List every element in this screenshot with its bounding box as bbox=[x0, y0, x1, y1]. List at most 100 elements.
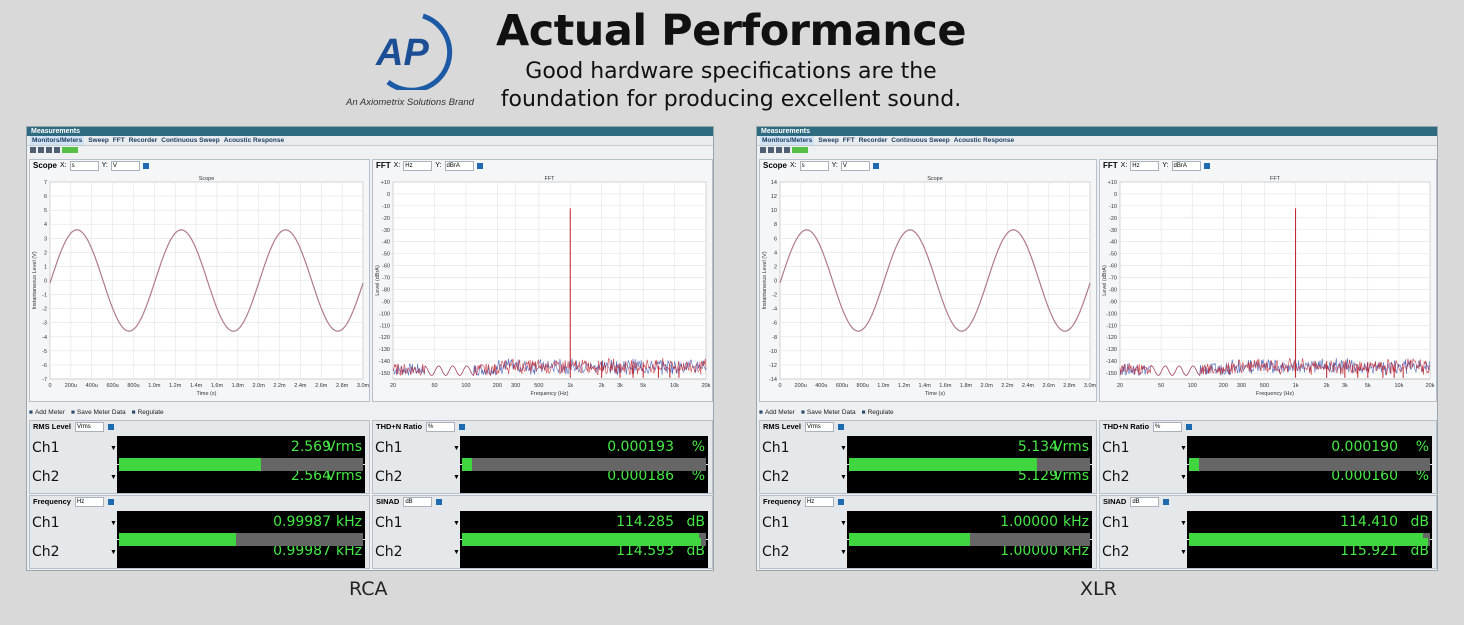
x-tick-label: 2.8m bbox=[1063, 383, 1076, 389]
tab-acoustic-response[interactable]: Acoustic Response bbox=[223, 137, 285, 144]
toggle-icon[interactable] bbox=[62, 147, 78, 153]
settings-icon[interactable] bbox=[107, 424, 114, 430]
meter-sinad: SINAD dB Ch1 ▼ 114.410 dB Ch2 ▼ 115.921 … bbox=[1099, 495, 1437, 569]
toolbar-icon[interactable] bbox=[46, 147, 52, 153]
tab-sweep[interactable]: Sweep bbox=[818, 137, 839, 144]
meter-thd-ch1-bar bbox=[1189, 458, 1430, 466]
chevron-down-icon[interactable]: ▼ bbox=[840, 520, 847, 527]
settings-icon[interactable] bbox=[872, 163, 879, 169]
meter-rms-ch1-row: Ch1 ▼ 5.134 Vrms bbox=[760, 436, 1096, 466]
chevron-down-icon[interactable]: ▼ bbox=[453, 549, 460, 556]
chevron-down-icon[interactable]: ▼ bbox=[110, 549, 117, 556]
meter-sinad-unit-select[interactable]: dB bbox=[1130, 497, 1160, 507]
meter-rms-unit-select[interactable]: Vrms bbox=[804, 422, 834, 432]
chevron-down-icon[interactable]: ▼ bbox=[1180, 549, 1187, 556]
settings-icon[interactable] bbox=[837, 499, 844, 505]
x-tick-label: 600u bbox=[836, 383, 848, 389]
tab-recorder[interactable]: Recorder bbox=[858, 137, 888, 144]
scope-plot-title: Scope bbox=[199, 176, 215, 182]
scope-y-unit-select[interactable]: V bbox=[110, 161, 140, 171]
settings-icon[interactable] bbox=[142, 163, 149, 169]
x-tick-label: 0 bbox=[778, 383, 781, 389]
x-tick-label: 2.4m bbox=[294, 383, 307, 389]
tab-monitors-meters[interactable]: Monitors/Meters bbox=[30, 136, 85, 145]
add-meter-button[interactable]: Add Meter bbox=[29, 408, 65, 418]
subtitle-line-2: foundation for producing excellent sound… bbox=[500, 87, 962, 112]
fft-y-unit-select[interactable]: dBrA bbox=[1171, 161, 1201, 171]
chevron-down-icon[interactable]: ▼ bbox=[453, 474, 460, 481]
x-tick-label: 1.6m bbox=[211, 383, 224, 389]
meter-thd-ch1-display: 0.000190 % bbox=[1187, 436, 1432, 466]
settings-icon[interactable] bbox=[1163, 499, 1170, 505]
x-tick-label: 1.2m bbox=[169, 383, 182, 389]
chevron-down-icon[interactable]: ▼ bbox=[110, 520, 117, 527]
chevron-down-icon[interactable]: ▼ bbox=[453, 520, 460, 527]
settings-icon[interactable] bbox=[1203, 163, 1210, 169]
chevron-down-icon[interactable]: ▼ bbox=[1180, 474, 1187, 481]
meter-freq: Frequency Hz Ch1 ▼ 1.00000 kHz Ch2 ▼ 1.0… bbox=[759, 495, 1097, 569]
channel-label: Ch1 bbox=[1102, 440, 1130, 456]
fft-x-unit-select[interactable]: Hz bbox=[1130, 161, 1160, 171]
meter-thd-unit-select[interactable]: % bbox=[1153, 422, 1183, 432]
regulate-button[interactable]: Regulate bbox=[862, 408, 894, 418]
y-tick-label: -5 bbox=[42, 349, 47, 355]
tab-monitors-meters[interactable]: Monitors/Meters bbox=[760, 136, 815, 145]
chevron-down-icon[interactable]: ▼ bbox=[110, 445, 117, 452]
meter-rms-ch2-display: 2.564 Vrms bbox=[117, 463, 365, 493]
toolbar-icon[interactable] bbox=[768, 147, 774, 153]
fft-noise-ch1-line bbox=[392, 357, 707, 377]
chevron-down-icon[interactable]: ▼ bbox=[1180, 445, 1187, 452]
fft-y-unit-select[interactable]: dBrA bbox=[444, 161, 474, 171]
tab-sweep[interactable]: Sweep bbox=[88, 137, 109, 144]
toolbar-icon[interactable] bbox=[38, 147, 44, 153]
tab-continuous-sweep[interactable]: Continuous Sweep bbox=[891, 137, 950, 144]
y-tick-label: -10 bbox=[382, 204, 390, 210]
meter-freq-unit-select[interactable]: Hz bbox=[74, 497, 104, 507]
meter-toolbar: Add Meter Save Meter Data Regulate bbox=[759, 408, 894, 418]
settings-icon[interactable] bbox=[1186, 424, 1193, 430]
settings-icon[interactable] bbox=[476, 163, 483, 169]
chevron-down-icon[interactable]: ▼ bbox=[1180, 520, 1187, 527]
y-tick-label: 6 bbox=[774, 236, 777, 242]
meter-sinad-unit-select[interactable]: dB bbox=[403, 497, 433, 507]
scope-x-unit-select[interactable]: s bbox=[69, 161, 99, 171]
settings-icon[interactable] bbox=[107, 499, 114, 505]
chevron-down-icon[interactable]: ▼ bbox=[453, 445, 460, 452]
toolbar-icon[interactable] bbox=[784, 147, 790, 153]
scope-y-unit-select[interactable]: V bbox=[840, 161, 870, 171]
y-tick-label: -50 bbox=[382, 252, 390, 258]
tab-recorder[interactable]: Recorder bbox=[128, 137, 158, 144]
chevron-down-icon[interactable]: ▼ bbox=[840, 549, 847, 556]
settings-icon[interactable] bbox=[436, 499, 443, 505]
meter-freq-unit-select[interactable]: Hz bbox=[804, 497, 834, 507]
meter-rms-ch1-display: 5.134 Vrms bbox=[847, 436, 1092, 466]
tab-acoustic-response[interactable]: Acoustic Response bbox=[953, 137, 1015, 144]
toolbar-icon[interactable] bbox=[760, 147, 766, 153]
toolbar-icon[interactable] bbox=[30, 147, 36, 153]
settings-icon[interactable] bbox=[837, 424, 844, 430]
toolbar-icon[interactable] bbox=[776, 147, 782, 153]
x-tick-label: 1.6m bbox=[939, 383, 952, 389]
add-meter-button[interactable]: Add Meter bbox=[759, 408, 795, 418]
fft-x-unit-select[interactable]: Hz bbox=[403, 161, 433, 171]
channel-label: Ch1 bbox=[32, 440, 60, 456]
toolbar-icon[interactable] bbox=[54, 147, 60, 153]
chevron-down-icon[interactable]: ▼ bbox=[840, 474, 847, 481]
save-meter-data-button[interactable]: Save Meter Data bbox=[71, 408, 126, 418]
meter-thd-unit-select[interactable]: % bbox=[426, 422, 456, 432]
y-tick-label: -2 bbox=[772, 293, 777, 299]
toggle-icon[interactable] bbox=[792, 147, 808, 153]
tab-continuous-sweep[interactable]: Continuous Sweep bbox=[161, 137, 220, 144]
y-tick-label: -90 bbox=[1109, 299, 1117, 305]
save-meter-data-button[interactable]: Save Meter Data bbox=[801, 408, 856, 418]
y-tick-label: -10 bbox=[769, 349, 777, 355]
scope-x-unit-select[interactable]: s bbox=[799, 161, 829, 171]
chevron-down-icon[interactable]: ▼ bbox=[840, 445, 847, 452]
meter-rms-unit-select[interactable]: Vrms bbox=[74, 422, 104, 432]
tab-fft[interactable]: FFT bbox=[112, 137, 125, 144]
tab-fft[interactable]: FFT bbox=[842, 137, 855, 144]
x-tick-label: 200u bbox=[65, 383, 77, 389]
settings-icon[interactable] bbox=[459, 424, 466, 430]
chevron-down-icon[interactable]: ▼ bbox=[110, 474, 117, 481]
regulate-button[interactable]: Regulate bbox=[132, 408, 164, 418]
